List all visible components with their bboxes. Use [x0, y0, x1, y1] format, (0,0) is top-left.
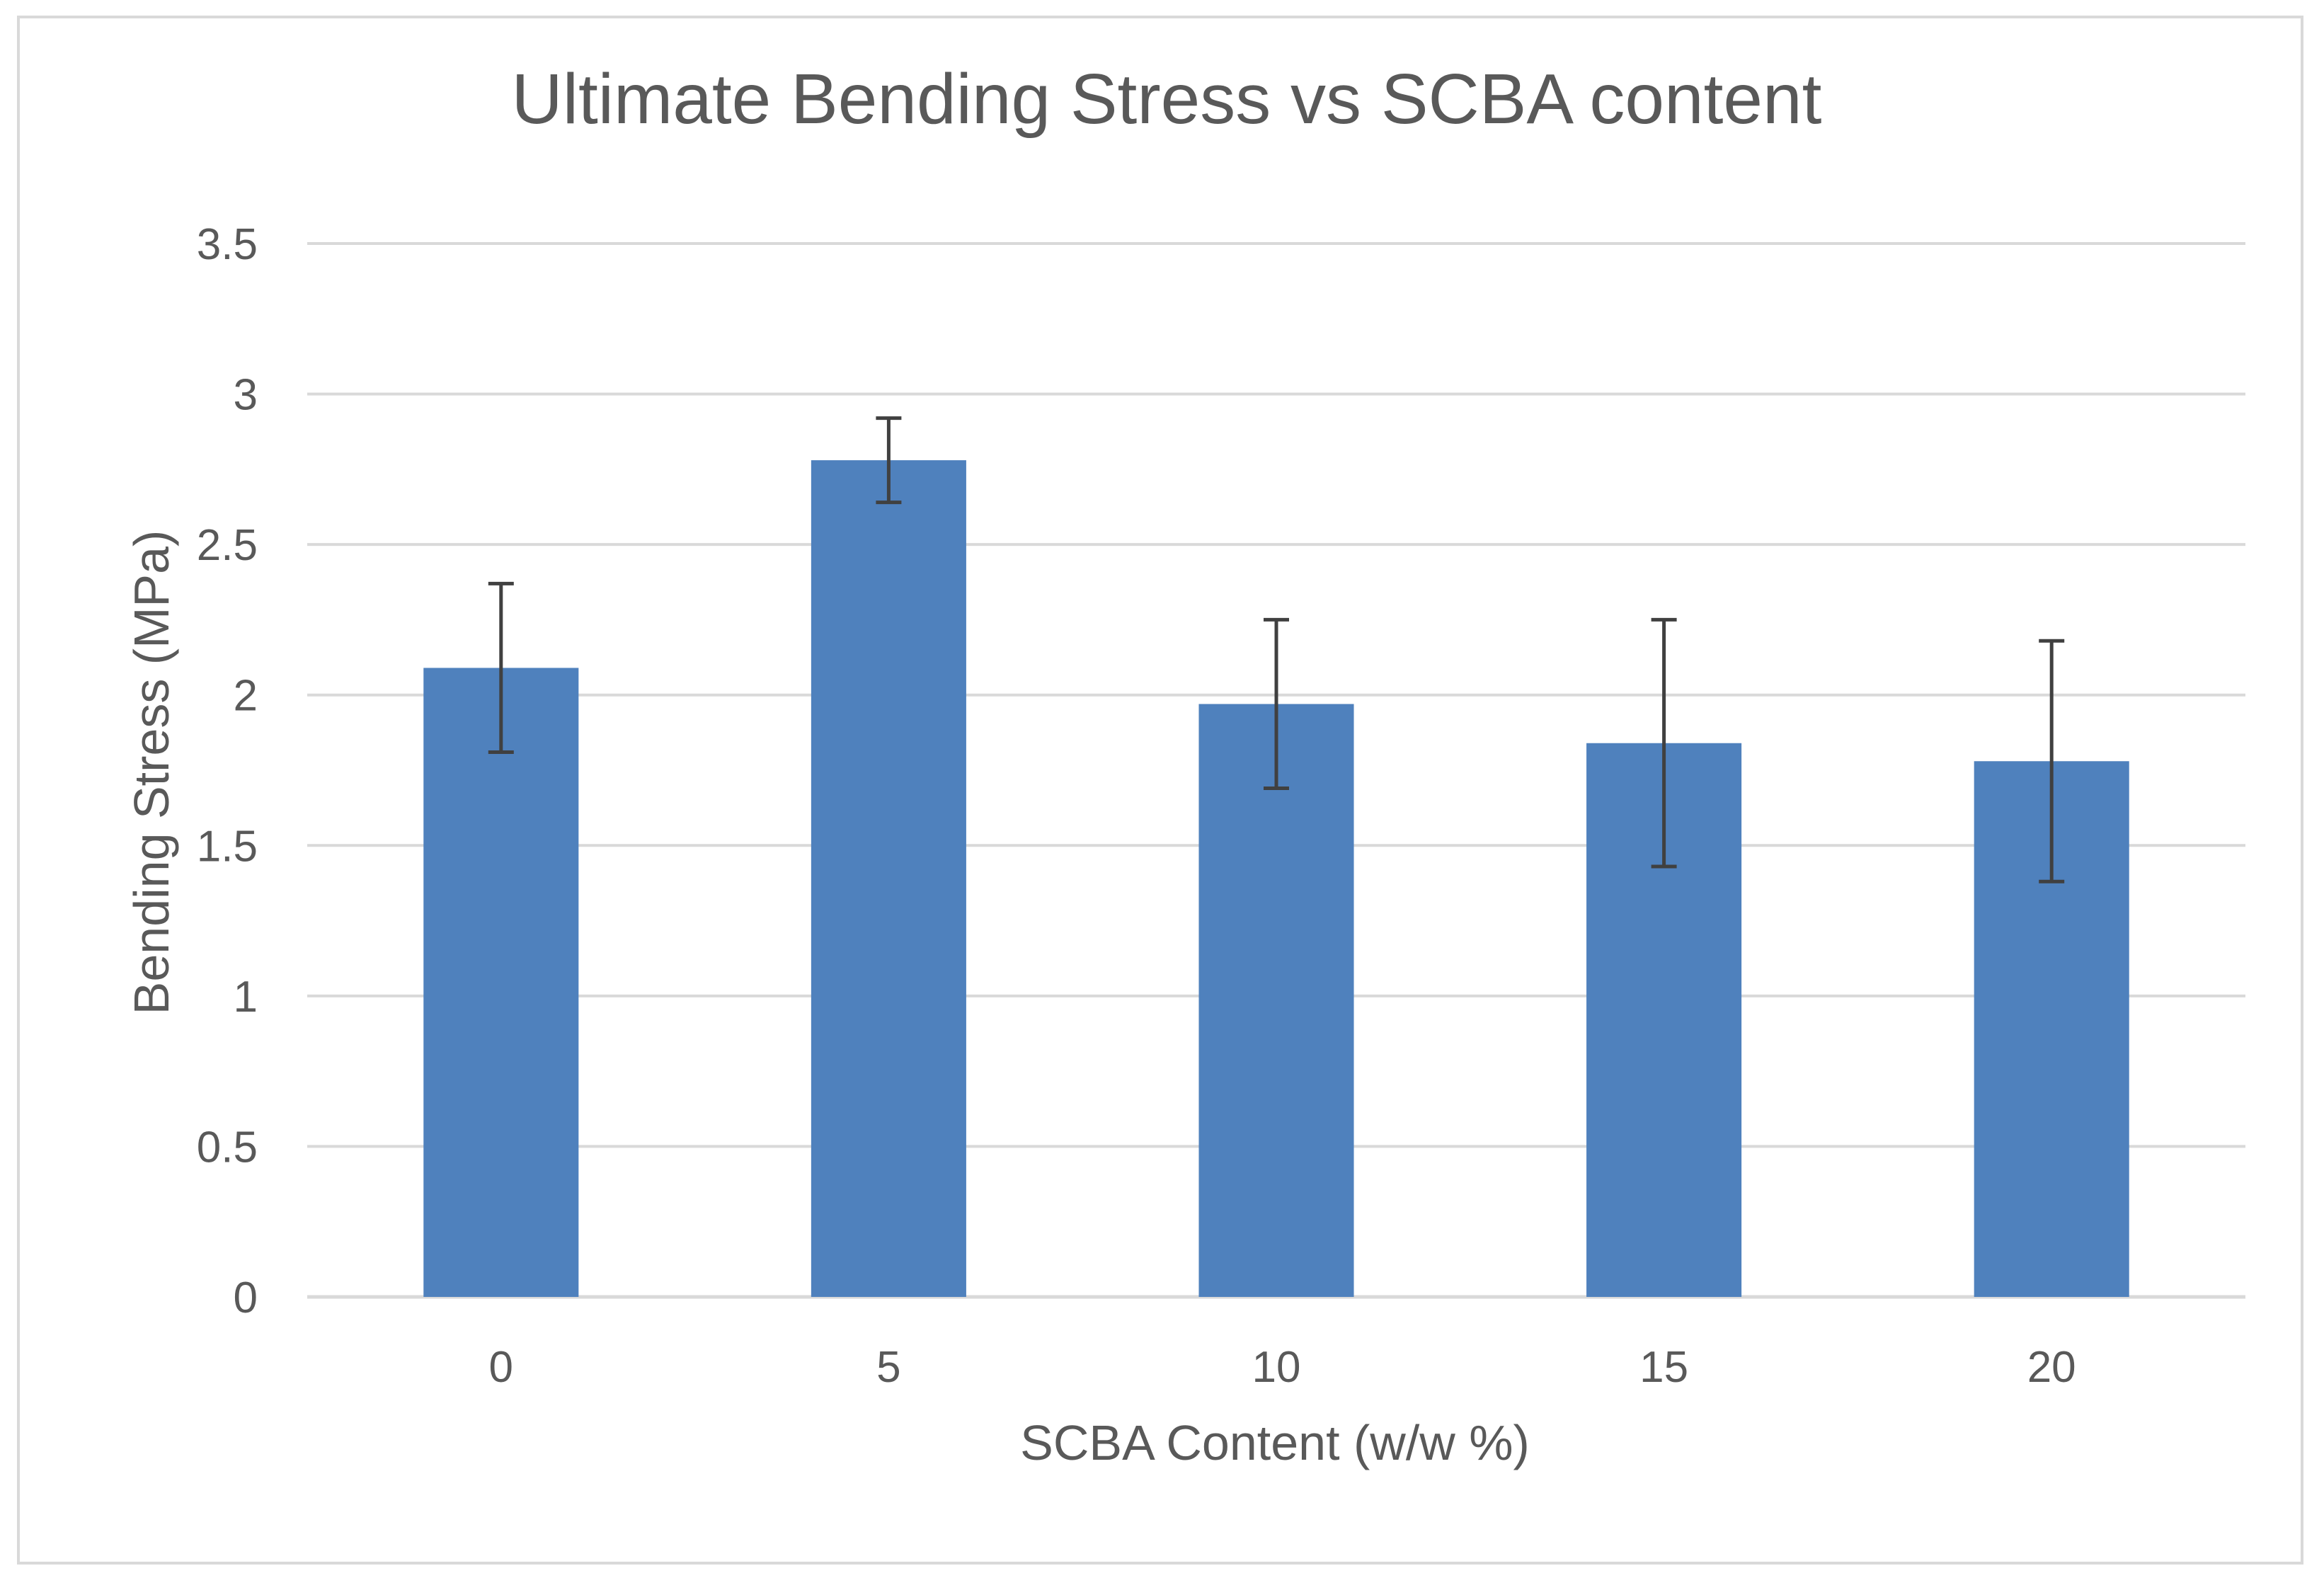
error-bar-0	[488, 581, 514, 754]
error-bar-15	[1651, 617, 1677, 869]
y-tick-label: 2.5	[197, 521, 258, 570]
x-tick-label: 15	[1639, 1343, 1688, 1392]
x-tick-label: 5	[876, 1343, 900, 1392]
bar-10	[1198, 704, 1354, 1297]
y-tick-label: 0	[234, 1274, 258, 1322]
y-tick-label: 1.5	[197, 822, 258, 871]
error-bars	[488, 416, 2065, 883]
chart-title: Ultimate Bending Stress vs SCBA content	[512, 59, 1822, 139]
error-bar-20	[2039, 639, 2065, 883]
x-tick-label: 20	[2027, 1343, 2076, 1392]
y-tick-label: 1	[234, 973, 258, 1022]
bar-5	[811, 460, 966, 1298]
x-axis-title: SCBA Content (w/w %)	[1020, 1415, 1530, 1470]
y-tick-label: 0.5	[197, 1123, 258, 1172]
y-tick-label: 3	[234, 371, 258, 420]
x-tick-label: 10	[1252, 1343, 1301, 1392]
bar-chart: Ultimate Bending Stress vs SCBA content …	[124, 59, 2245, 1470]
error-bar-10	[1264, 617, 1289, 791]
x-tick-label: 0	[489, 1343, 513, 1392]
x-axis-ticks: 0 5 10 15 20	[489, 1343, 2076, 1392]
y-axis-ticks: 0 0.5 1 1.5 2 2.5 3 3.5	[197, 220, 258, 1322]
bars	[423, 460, 2129, 1298]
y-axis-title: Bending Stress (MPa)	[124, 530, 179, 1015]
chart-frame: Ultimate Bending Stress vs SCBA content …	[17, 16, 2303, 1565]
y-tick-label: 2	[234, 672, 258, 721]
bar-0	[423, 668, 579, 1297]
y-tick-label: 3.5	[197, 220, 258, 269]
error-bar-5	[876, 416, 902, 505]
